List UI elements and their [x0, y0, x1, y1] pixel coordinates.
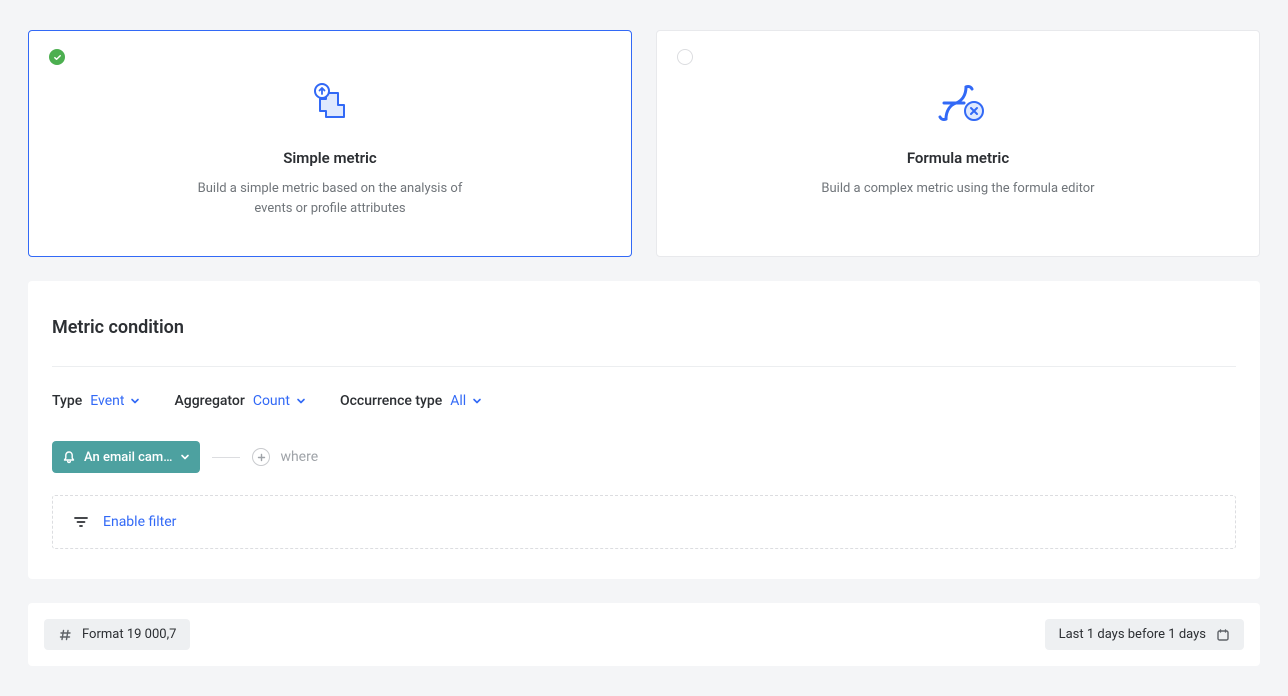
simple-metric-title: Simple metric	[283, 149, 376, 167]
chevron-down-icon	[472, 396, 482, 406]
date-range-label: Last 1 days before 1 days	[1059, 627, 1206, 642]
add-where-condition[interactable]: where	[252, 448, 318, 466]
type-label: Type	[52, 393, 82, 409]
metric-type-selector: Simple metric Build a simple metric base…	[28, 30, 1260, 257]
metric-condition-title: Metric condition	[52, 317, 1236, 367]
date-range-selector[interactable]: Last 1 days before 1 days	[1045, 619, 1244, 650]
plus-circle-icon	[252, 448, 270, 466]
event-chip-label: An email cam…	[84, 450, 172, 465]
formula-metric-icon	[926, 63, 990, 143]
formula-metric-title: Formula metric	[907, 149, 1009, 167]
event-chip[interactable]: An email cam…	[52, 441, 200, 473]
where-label: where	[280, 449, 318, 465]
bell-icon	[62, 450, 76, 464]
hash-icon	[58, 628, 72, 642]
connector-line	[212, 457, 240, 458]
filter-icon	[73, 515, 89, 529]
enable-filter-link[interactable]: Enable filter	[103, 514, 176, 530]
aggregator-value: Count	[253, 393, 290, 409]
chevron-down-icon	[180, 452, 190, 462]
occurrence-dropdown[interactable]: All	[450, 393, 482, 409]
format-selector[interactable]: Format 19 000,7	[44, 619, 190, 650]
metric-condition-panel: Metric condition Type Event Aggregator C…	[28, 281, 1260, 579]
condition-selectors-row: Type Event Aggregator Count Occurrence t…	[52, 393, 1236, 409]
simple-metric-icon	[302, 63, 358, 143]
format-label: Format 19 000,7	[82, 627, 176, 642]
formula-metric-desc: Build a complex metric using the formula…	[821, 179, 1094, 199]
aggregator-label: Aggregator	[174, 393, 244, 409]
simple-metric-card[interactable]: Simple metric Build a simple metric base…	[28, 30, 632, 257]
event-row: An email cam… where	[52, 441, 1236, 473]
chevron-down-icon	[296, 396, 306, 406]
occurrence-value: All	[450, 393, 466, 409]
formula-metric-card[interactable]: Formula metric Build a complex metric us…	[656, 30, 1260, 257]
selected-radio-icon	[49, 49, 65, 65]
calendar-icon	[1216, 628, 1230, 642]
aggregator-dropdown[interactable]: Count	[253, 393, 306, 409]
bottom-bar: Format 19 000,7 Last 1 days before 1 day…	[28, 603, 1260, 666]
enable-filter-box: Enable filter	[52, 495, 1236, 549]
occurrence-label: Occurrence type	[340, 393, 442, 409]
chevron-down-icon	[130, 396, 140, 406]
unselected-radio-icon	[677, 49, 693, 65]
type-value: Event	[90, 393, 124, 409]
simple-metric-desc: Build a simple metric based on the analy…	[180, 179, 480, 218]
type-dropdown[interactable]: Event	[90, 393, 140, 409]
